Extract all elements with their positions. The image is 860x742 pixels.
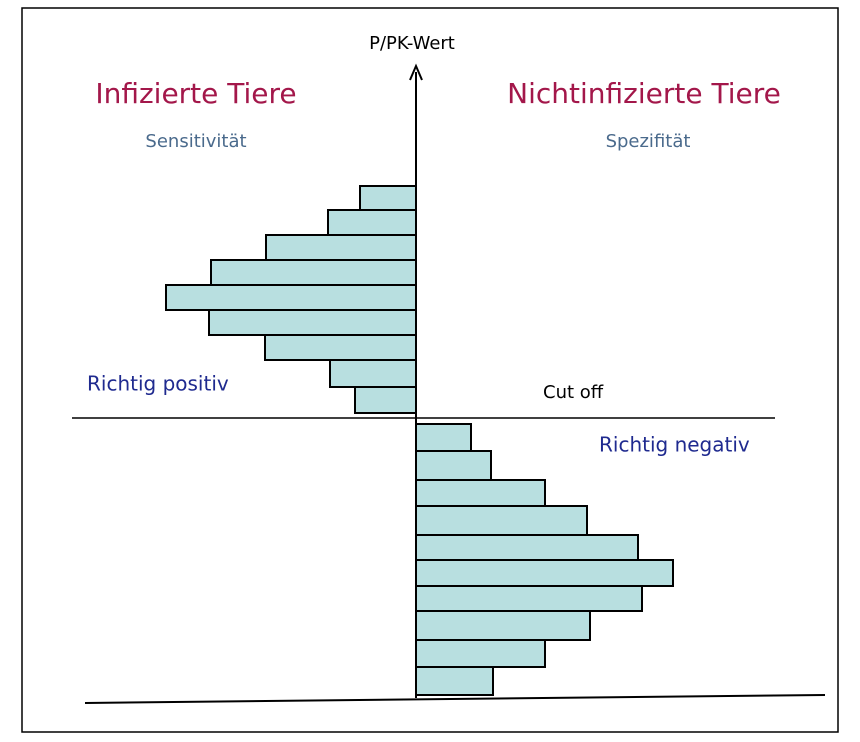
bar — [265, 234, 417, 261]
right-subtitle: Spezifität — [606, 131, 691, 152]
bar — [359, 185, 417, 211]
axis-arrow — [409, 63, 423, 81]
bar — [208, 309, 417, 336]
right-region-label: Richtig negativ — [599, 433, 750, 457]
left-region-label: Richtig positiv — [87, 372, 229, 396]
left-title: Infizierte Tiere — [95, 77, 296, 110]
bar — [415, 639, 546, 668]
left-subtitle: Sensitivität — [145, 131, 246, 152]
bar — [415, 534, 639, 561]
bar — [329, 359, 417, 388]
bar — [354, 386, 417, 414]
bar — [264, 334, 417, 361]
cutoff-label: Cut off — [543, 382, 604, 403]
bar — [415, 423, 472, 452]
bar — [415, 479, 546, 507]
bar — [415, 610, 591, 641]
left-histogram — [165, 185, 417, 414]
bar — [415, 585, 643, 612]
bar — [210, 259, 417, 286]
bar — [327, 209, 417, 236]
right-histogram — [415, 423, 674, 696]
bar — [415, 450, 492, 481]
axis-label: P/PK-Wert — [369, 33, 455, 54]
bar — [415, 505, 588, 536]
bar — [415, 666, 494, 696]
bar — [165, 284, 417, 311]
bar — [415, 559, 674, 587]
baseline — [84, 694, 826, 704]
right-title: Nichtinfizierte Tiere — [507, 77, 781, 110]
